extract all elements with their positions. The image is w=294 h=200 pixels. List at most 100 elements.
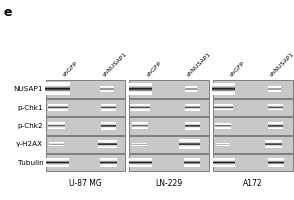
Text: shNUSAP1: shNUSAP1	[186, 52, 212, 78]
Bar	[212, 92, 235, 93]
Bar	[215, 128, 231, 129]
Bar	[101, 125, 116, 126]
Bar	[46, 117, 125, 135]
Bar	[46, 161, 69, 162]
Bar	[129, 90, 152, 91]
Bar	[100, 164, 117, 165]
Bar	[46, 160, 69, 161]
Bar	[268, 122, 283, 123]
Bar	[179, 143, 200, 144]
Bar	[212, 91, 235, 92]
Bar	[46, 165, 69, 166]
Bar	[48, 122, 65, 123]
Bar	[46, 161, 69, 162]
Bar	[268, 123, 283, 124]
Bar	[101, 104, 116, 105]
Bar	[216, 144, 230, 145]
Bar	[129, 162, 152, 163]
Text: p-Chk1: p-Chk1	[18, 105, 43, 111]
Bar	[185, 104, 200, 105]
Bar	[129, 164, 152, 165]
Bar	[46, 136, 125, 153]
Bar	[265, 140, 282, 141]
Bar	[185, 108, 200, 109]
Bar	[184, 166, 200, 167]
Bar	[45, 86, 70, 87]
Bar	[101, 105, 116, 106]
Bar	[268, 161, 284, 162]
Bar	[98, 142, 117, 143]
Bar	[213, 161, 235, 162]
Bar	[185, 87, 197, 88]
Bar	[48, 104, 68, 105]
Bar	[101, 87, 114, 88]
Text: LN-229: LN-229	[156, 179, 183, 188]
Bar	[212, 90, 235, 91]
Bar	[129, 159, 152, 160]
Bar	[101, 128, 116, 129]
Bar	[265, 144, 282, 145]
Bar	[213, 162, 235, 163]
Bar	[184, 160, 200, 161]
Bar	[49, 145, 64, 146]
Bar	[46, 162, 69, 163]
Bar	[130, 104, 150, 105]
Bar	[185, 129, 200, 130]
Bar	[49, 143, 64, 144]
Bar	[212, 93, 235, 94]
Bar	[185, 127, 200, 128]
Bar	[213, 162, 235, 163]
Bar	[98, 147, 117, 148]
Bar	[48, 124, 65, 125]
Bar	[129, 84, 152, 85]
Bar	[98, 144, 117, 145]
Bar	[129, 91, 152, 92]
Bar	[212, 94, 235, 95]
Bar	[132, 125, 148, 126]
Bar	[185, 106, 200, 107]
Bar	[268, 166, 284, 167]
Bar	[265, 143, 282, 144]
Bar	[46, 158, 69, 159]
Bar	[129, 161, 152, 162]
Bar	[46, 164, 69, 165]
Bar	[132, 126, 148, 127]
Bar	[184, 163, 200, 164]
Bar	[46, 163, 69, 164]
Bar	[216, 143, 230, 144]
Bar	[48, 108, 68, 109]
Bar	[184, 161, 200, 162]
Bar	[48, 123, 65, 124]
Bar	[101, 88, 114, 89]
Bar	[101, 126, 116, 127]
Bar	[45, 88, 70, 89]
Bar	[48, 128, 65, 129]
Bar	[48, 128, 65, 129]
Bar	[129, 99, 209, 116]
Bar	[46, 162, 69, 163]
Bar	[268, 165, 284, 166]
Bar	[212, 83, 235, 84]
Bar	[100, 161, 117, 162]
Bar	[45, 90, 70, 91]
Bar	[179, 144, 200, 145]
Text: shGFP: shGFP	[229, 61, 246, 78]
Bar	[215, 127, 231, 128]
Bar	[45, 84, 70, 85]
Bar	[185, 89, 197, 90]
Bar	[48, 106, 68, 107]
Bar	[45, 83, 70, 84]
Bar	[213, 165, 235, 166]
Bar	[129, 87, 152, 88]
Text: U-87 MG: U-87 MG	[69, 179, 102, 188]
Bar	[45, 94, 70, 95]
Bar	[268, 159, 284, 160]
Bar	[185, 86, 197, 87]
Bar	[129, 89, 152, 90]
Bar	[268, 104, 283, 105]
Bar	[213, 160, 235, 161]
Text: γ-H2AX: γ-H2AX	[16, 141, 43, 147]
Bar	[129, 117, 209, 135]
Bar	[129, 163, 152, 164]
Bar	[132, 145, 147, 146]
